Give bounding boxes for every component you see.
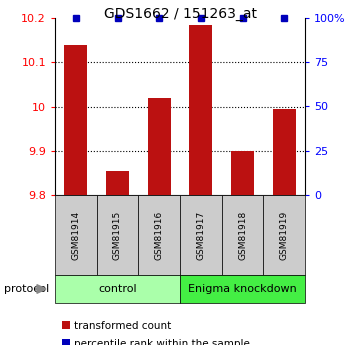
- Text: Enigma knockdown: Enigma knockdown: [188, 284, 297, 294]
- Text: GDS1662 / 151263_at: GDS1662 / 151263_at: [104, 7, 257, 21]
- Bar: [148, 98, 171, 195]
- Text: GSM81916: GSM81916: [155, 210, 164, 260]
- Bar: [190, 24, 212, 195]
- Text: GSM81917: GSM81917: [196, 210, 205, 260]
- Bar: [64, 45, 87, 195]
- Text: GSM81918: GSM81918: [238, 210, 247, 260]
- Text: control: control: [98, 284, 137, 294]
- Text: GSM81914: GSM81914: [71, 210, 81, 259]
- Bar: [273, 109, 296, 195]
- Text: percentile rank within the sample: percentile rank within the sample: [74, 339, 250, 345]
- Text: GSM81919: GSM81919: [280, 210, 289, 260]
- Bar: [106, 171, 129, 195]
- Bar: [231, 151, 254, 195]
- Text: protocol: protocol: [4, 284, 49, 294]
- Text: transformed count: transformed count: [74, 321, 171, 331]
- Text: GSM81915: GSM81915: [113, 210, 122, 260]
